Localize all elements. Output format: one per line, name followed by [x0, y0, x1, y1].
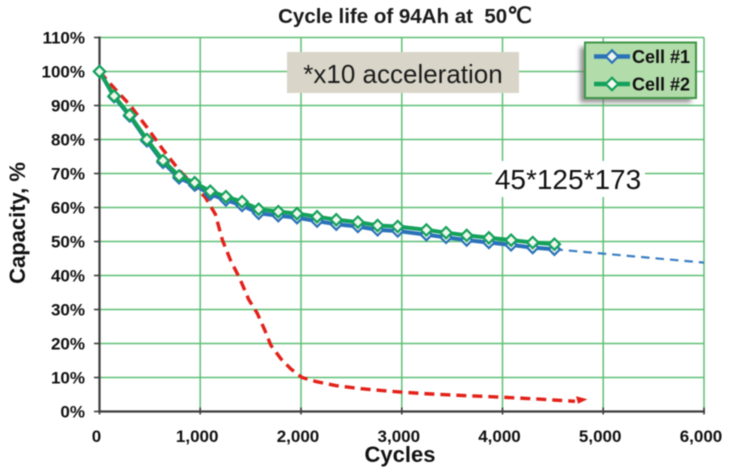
svg-text:6,000: 6,000	[680, 427, 723, 446]
svg-text:5,000: 5,000	[579, 427, 622, 446]
svg-text:45*125*173: 45*125*173	[495, 164, 641, 195]
svg-text:80%: 80%	[51, 131, 85, 150]
svg-text:100%: 100%	[42, 63, 85, 82]
svg-text:Cell #1: Cell #1	[632, 47, 690, 67]
svg-text:40%: 40%	[51, 267, 85, 286]
svg-text:0%: 0%	[60, 403, 85, 422]
svg-text:Capacity, %: Capacity, %	[5, 162, 30, 284]
svg-text:Cycles: Cycles	[365, 442, 436, 467]
svg-text:30%: 30%	[51, 301, 85, 320]
svg-text:*x10 acceleration: *x10 acceleration	[303, 59, 502, 89]
svg-text:90%: 90%	[51, 97, 85, 116]
svg-text:3,000: 3,000	[378, 427, 421, 446]
svg-text:110%: 110%	[42, 29, 85, 48]
svg-text:20%: 20%	[51, 335, 85, 354]
svg-text:50%: 50%	[51, 233, 85, 252]
svg-text:0: 0	[92, 427, 101, 446]
svg-text:10%: 10%	[51, 369, 85, 388]
svg-text:Cycle life of 94Ah at 50℃: Cycle life of 94Ah at 50℃	[278, 3, 532, 28]
svg-text:60%: 60%	[51, 199, 85, 218]
svg-text:70%: 70%	[51, 165, 85, 184]
svg-text:4,000: 4,000	[478, 427, 521, 446]
svg-text:1,000: 1,000	[176, 427, 219, 446]
svg-text:2,000: 2,000	[277, 427, 320, 446]
svg-text:Cell #2: Cell #2	[632, 75, 690, 95]
